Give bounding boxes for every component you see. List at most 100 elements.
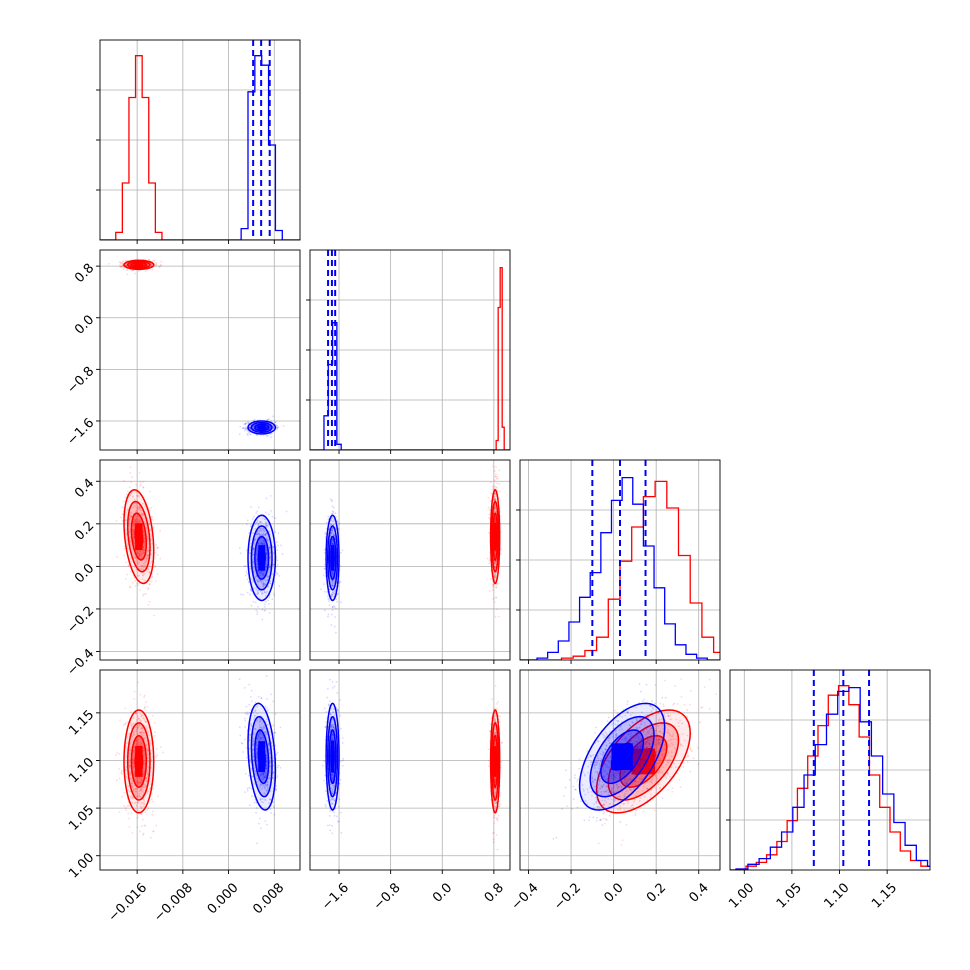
scatter-point xyxy=(339,581,342,583)
scatter-point xyxy=(250,525,252,528)
scatter-point xyxy=(257,541,260,544)
scatter-point xyxy=(119,261,122,264)
scatter-point xyxy=(145,560,148,563)
scatter-point xyxy=(323,563,326,566)
scatter-point xyxy=(266,698,268,700)
scatter-point xyxy=(134,521,137,524)
scatter-point xyxy=(139,519,141,521)
scatter-point xyxy=(244,429,246,432)
scatter-point xyxy=(494,615,497,618)
scatter-point xyxy=(256,593,258,596)
scatter-point xyxy=(119,265,122,268)
scatter-point xyxy=(252,547,255,550)
scatter-point xyxy=(138,506,141,509)
scatter-point xyxy=(125,264,127,267)
scatter-point xyxy=(266,590,268,593)
scatter-point xyxy=(260,529,263,532)
scatter-point xyxy=(128,263,131,266)
scatter-point xyxy=(488,508,491,511)
scatter-point xyxy=(127,804,130,807)
scatter-point xyxy=(255,811,257,814)
scatter-point xyxy=(488,531,491,534)
scatter-point xyxy=(269,556,272,559)
scatter-point xyxy=(256,427,258,429)
scatter-point xyxy=(268,596,271,599)
scatter-point xyxy=(262,533,264,536)
scatter-point xyxy=(142,486,145,489)
scatter-point xyxy=(149,565,152,568)
scatter-point xyxy=(262,583,265,585)
scatter-point xyxy=(250,604,253,607)
scatter-point xyxy=(249,552,252,555)
scatter-point xyxy=(132,534,135,537)
scatter-point xyxy=(274,421,277,424)
scatter-point xyxy=(261,540,264,543)
scatter-point xyxy=(265,600,267,603)
scatter-point xyxy=(144,811,147,814)
scatter-point xyxy=(252,427,255,430)
density-peak xyxy=(135,523,143,550)
scatter-point xyxy=(130,492,133,495)
scatter-point xyxy=(139,550,141,553)
scatter-point xyxy=(156,795,159,798)
panel-3-0 xyxy=(100,670,300,870)
scatter-point xyxy=(276,541,278,543)
scatter-point xyxy=(259,590,262,593)
scatter-point xyxy=(151,575,154,578)
density-peak xyxy=(258,545,266,571)
scatter-point xyxy=(488,513,491,516)
scatter-point xyxy=(140,549,142,552)
scatter-point xyxy=(135,520,138,523)
scatter-point xyxy=(259,572,262,575)
scatter-point xyxy=(136,826,139,829)
scatter-point xyxy=(138,508,140,511)
scatter-point xyxy=(257,532,260,535)
scatter-point xyxy=(334,616,337,618)
scatter-point xyxy=(154,580,157,582)
scatter-point xyxy=(267,418,270,421)
scatter-point xyxy=(142,513,145,516)
panel-bg xyxy=(310,460,510,660)
scatter-point xyxy=(261,542,264,545)
scatter-point xyxy=(249,567,252,570)
scatter-point xyxy=(121,795,124,798)
scatter-point xyxy=(132,530,135,533)
scatter-point xyxy=(142,566,145,569)
scatter-point xyxy=(242,593,245,596)
scatter-point xyxy=(143,572,146,575)
scatter-point xyxy=(132,533,135,535)
scatter-point xyxy=(265,433,268,436)
scatter-point xyxy=(276,428,279,431)
scatter-point xyxy=(264,518,267,521)
scatter-point xyxy=(122,266,125,269)
scatter-point xyxy=(323,583,325,586)
scatter-point xyxy=(125,531,128,534)
panel-bg xyxy=(100,670,300,870)
scatter-point xyxy=(265,537,268,540)
scatter-point xyxy=(139,507,141,510)
scatter-point xyxy=(119,516,122,519)
scatter-point xyxy=(269,433,272,435)
scatter-point xyxy=(260,593,263,595)
scatter-point xyxy=(267,434,269,437)
scatter-point xyxy=(276,425,278,428)
scatter-point xyxy=(132,263,135,266)
scatter-point xyxy=(265,675,268,678)
scatter-point xyxy=(325,521,328,524)
scatter-point xyxy=(256,611,259,613)
scatter-point xyxy=(273,813,276,816)
scatter-point xyxy=(146,539,149,541)
scatter-point xyxy=(256,510,259,513)
scatter-point xyxy=(147,587,150,589)
scatter-point xyxy=(268,427,271,430)
scatter-point xyxy=(134,502,137,505)
scatter-point xyxy=(151,268,154,271)
scatter-point xyxy=(146,546,149,549)
scatter-point xyxy=(122,480,125,482)
scatter-point xyxy=(260,827,262,830)
scatter-point xyxy=(330,512,333,515)
scatter-point xyxy=(139,553,141,555)
scatter-point xyxy=(272,427,275,429)
scatter-point xyxy=(129,541,132,544)
scatter-point xyxy=(135,491,138,493)
